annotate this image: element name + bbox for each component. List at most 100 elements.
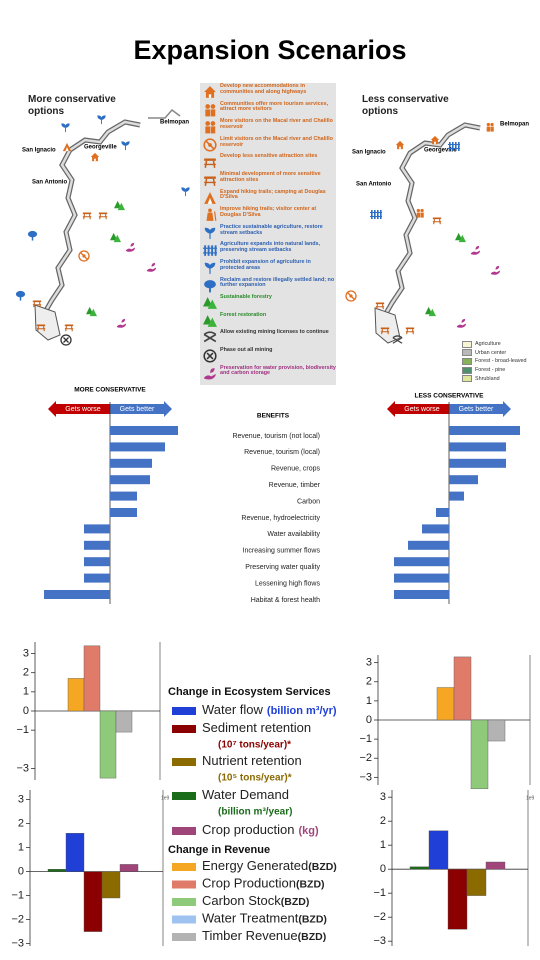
legend-name: Sediment retention	[202, 720, 311, 735]
category-label: Revenue, tourism (local)	[244, 449, 320, 456]
legend-unit: (BZD)	[296, 878, 325, 890]
action-text: Limit visitors on the Macal river and Ch…	[220, 135, 333, 148]
map-icon	[64, 323, 74, 332]
arrow-better	[449, 401, 511, 417]
icon	[205, 121, 216, 134]
bar	[115, 710, 133, 733]
map-icon	[78, 250, 90, 262]
map-icon	[90, 152, 100, 162]
bar	[110, 508, 137, 517]
place-label: San Ignacio	[352, 150, 386, 156]
arrow-label: Gets worse	[65, 406, 101, 413]
land-cover-label: Urban center	[475, 349, 507, 356]
action-item: Minimal development of more sensitive at…	[200, 171, 336, 189]
land-cover-label: Shrubland	[475, 375, 500, 382]
legend-entry: Nutrient retention	[202, 753, 302, 768]
legend-name: Energy Generated	[202, 858, 308, 873]
action-icon	[203, 314, 217, 327]
scale-label: 1e9	[161, 795, 170, 801]
map-title: More conservative options	[28, 94, 116, 117]
action-icon	[204, 227, 216, 240]
bar	[65, 833, 85, 872]
icon	[204, 86, 216, 98]
river-inner	[383, 123, 481, 316]
y-tick-label: 3	[366, 657, 372, 669]
arrow-better	[110, 401, 172, 417]
bar	[47, 869, 67, 872]
land-cover-label: Forest - broad-leaved	[475, 358, 527, 365]
page-title: Expansion Scenarios	[133, 35, 406, 65]
place-label: Belmopan	[500, 122, 529, 128]
action-icon	[204, 86, 216, 98]
map-icon	[430, 135, 440, 145]
bar	[449, 475, 478, 485]
arrow-worse	[387, 401, 449, 417]
bar	[447, 869, 468, 930]
y-tick-label: −1	[16, 724, 29, 736]
bar	[487, 719, 506, 742]
arrow-worse	[48, 401, 110, 417]
y-tick-label: −3	[359, 771, 372, 783]
y-tick-label: −2	[359, 752, 372, 764]
category-label: Increasing summer flows	[243, 548, 321, 555]
y-tick-label: 1	[380, 839, 386, 851]
legend-title: Change in Ecosystem Services	[168, 686, 331, 698]
land-cover-item: Forest - broad-leaved	[462, 357, 532, 366]
map-icon	[114, 200, 125, 211]
legend-name: Crop production	[202, 822, 295, 837]
bar	[466, 869, 487, 896]
icon	[203, 245, 217, 257]
legend-entry: Sediment retention	[202, 720, 311, 735]
legend-swatch	[172, 933, 196, 941]
map-icon	[432, 216, 442, 225]
legend-unit: (billion m³/yr)	[267, 705, 337, 717]
action-item: Communities offer more tourism services,…	[200, 101, 336, 119]
map-icon	[116, 318, 127, 328]
action-text: Preservation for water provision, biodiv…	[220, 364, 336, 377]
action-item: Agriculture expands into natural lands, …	[200, 241, 336, 259]
action-icon	[203, 349, 217, 363]
action-item: Allow existing mining licenses to contin…	[200, 329, 336, 347]
map-icon	[345, 290, 357, 302]
y-tick-label: −2	[11, 914, 24, 926]
category-label: Carbon	[297, 498, 320, 505]
map-icon	[15, 290, 26, 301]
legend-entry: Crop production (kg)	[202, 822, 319, 837]
action-icon	[205, 121, 216, 134]
action-text: Reclaim and restore illegally settled la…	[220, 276, 335, 289]
legend-swatch	[172, 863, 196, 871]
land-cover-item: Shrubland	[462, 374, 532, 383]
action-item: Preservation for water provision, biodiv…	[200, 365, 336, 383]
place-label: San Antonio	[32, 180, 67, 186]
land-cover-item: Urban center	[462, 349, 532, 358]
map-icon	[425, 306, 436, 317]
y-tick-label: −1	[359, 733, 372, 745]
land-cover-item: Agriculture	[462, 340, 532, 349]
legend-entry: Water flow (billion m³/yr)	[202, 702, 337, 717]
y-tick-label: 3	[380, 791, 386, 803]
place-label: San Ignacio	[22, 148, 56, 154]
action-item: Sustainable forestry	[200, 294, 336, 312]
action-text: Allow existing mining licenses to contin…	[220, 329, 329, 336]
category-label: Revenue, timber	[269, 482, 321, 489]
category-label: Revenue, crops	[271, 466, 321, 473]
map-icon	[146, 262, 157, 272]
bar	[408, 540, 449, 550]
road	[148, 108, 181, 119]
map-icon	[110, 232, 121, 243]
swatch	[462, 375, 472, 383]
map-icon	[61, 123, 70, 133]
bar	[84, 540, 110, 550]
map-icon	[125, 242, 136, 252]
bar	[99, 710, 117, 779]
map-icon	[27, 230, 38, 241]
legend-unit: (billion m³/year)	[218, 807, 292, 818]
action-icon	[203, 331, 217, 343]
action-text: Develop less sensitive attraction sites	[220, 153, 318, 160]
y-tick-label: −3	[16, 762, 29, 774]
y-tick-label: 0	[23, 705, 29, 717]
category-label: Revenue, tourism (not local)	[232, 433, 320, 440]
y-tick-label: −3	[373, 935, 386, 947]
